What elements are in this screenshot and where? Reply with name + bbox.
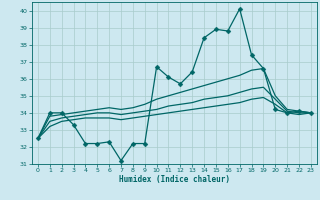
X-axis label: Humidex (Indice chaleur): Humidex (Indice chaleur) xyxy=(119,175,230,184)
